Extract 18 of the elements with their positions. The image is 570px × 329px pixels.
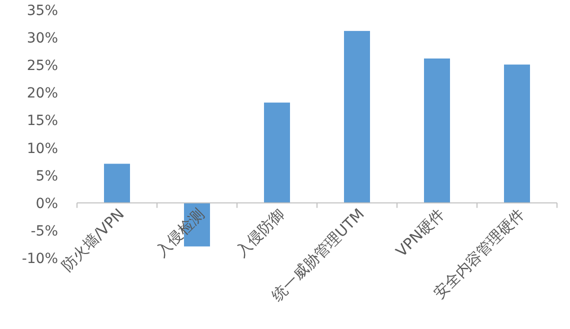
bar [344, 30, 370, 203]
bar [424, 58, 450, 203]
bar [104, 164, 130, 203]
y-tick-label: 20% [26, 86, 58, 102]
y-tick-label: 5% [36, 168, 58, 184]
x-tick-label: 入侵防御 [232, 204, 288, 260]
y-tick-label: 10% [26, 140, 58, 157]
bar [264, 102, 290, 203]
x-tick-label: VPN硬件 [392, 204, 448, 261]
y-tick-label: 25% [26, 58, 58, 74]
y-tick-label: -10% [22, 251, 58, 267]
y-tick-label: -5% [30, 223, 58, 240]
bar [504, 64, 530, 203]
y-tick-label: 35% [26, 3, 58, 19]
y-tick-label: 15% [26, 113, 58, 130]
y-tick-label: 30% [26, 30, 58, 47]
x-tick-label: 入侵检测 [152, 204, 208, 260]
y-tick-label: 0% [36, 196, 58, 212]
